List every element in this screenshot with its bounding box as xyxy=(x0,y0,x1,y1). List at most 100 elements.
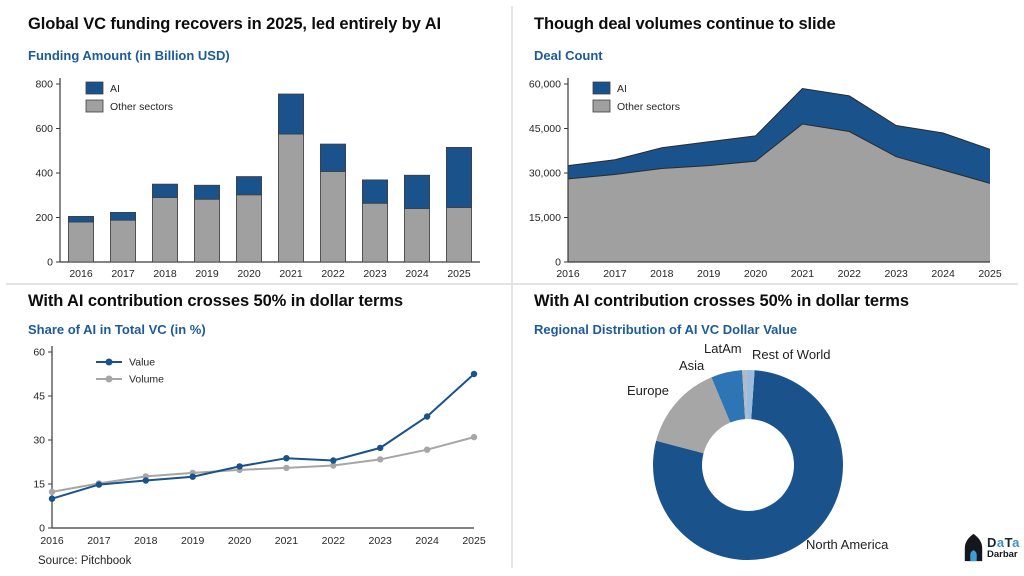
bar-ai-2018 xyxy=(152,183,179,198)
legend-label: AI xyxy=(110,83,120,95)
marker-Value-2025 xyxy=(470,370,478,378)
axis-tick-label: 2023 xyxy=(369,535,393,547)
axis-tick-label: 2023 xyxy=(885,268,909,280)
pie-label-rest-of-world: Rest of World xyxy=(752,347,831,362)
bar-other-2021 xyxy=(277,133,304,263)
deals-panel-subtitle: Deal Count xyxy=(534,48,603,63)
axis-tick-label: 2018 xyxy=(134,535,158,547)
axis-tick-label: 800 xyxy=(35,79,53,91)
marker-Volume-2021 xyxy=(283,464,290,472)
marker-Value-2021 xyxy=(283,455,290,462)
panel-divider-vertical xyxy=(511,6,513,568)
axis-tick-label: 2019 xyxy=(195,268,219,280)
logo-letter: T xyxy=(1004,534,1013,550)
legend-label: AI xyxy=(617,83,627,95)
panel-divider-horizontal xyxy=(6,283,1018,285)
axis-tick-label: 15 xyxy=(33,479,45,491)
bar-other-2019 xyxy=(193,198,220,263)
legend-swatch-Other sectors xyxy=(592,99,611,113)
axis-tick-label: 30,000 xyxy=(529,168,561,180)
axis-tick-label: 2025 xyxy=(447,268,471,280)
pie-slice-Asia xyxy=(711,370,746,423)
bar-ai-2017 xyxy=(110,211,137,221)
bar-other-2018 xyxy=(152,197,179,263)
deal-count-area-chart: 0 15,000 30,000 45,000 60,000 2016 2017 2018 201… xyxy=(529,78,1002,280)
bar-other-2016 xyxy=(68,221,95,263)
axis-tick-label: 2018 xyxy=(153,268,177,280)
logo-letter: a xyxy=(996,534,1005,550)
legend-label: Value xyxy=(129,357,155,369)
logo-letter: a xyxy=(1012,534,1020,550)
logo-wordmark-top: DaTa xyxy=(987,536,1020,549)
axis-tick-label: 400 xyxy=(35,168,53,180)
logo-letter: D xyxy=(987,534,997,550)
axis-tick-label: 600 xyxy=(35,123,53,135)
bar-other-2023 xyxy=(361,202,388,263)
axis-tick-label: 0 xyxy=(47,257,53,269)
axis-tick-label: 2020 xyxy=(228,535,252,547)
axis-tick-label: 2016 xyxy=(69,268,93,280)
axis-tick-label: 15,000 xyxy=(529,212,561,224)
bar-ai-2019 xyxy=(193,184,220,200)
ai-share-line-chart: 0 15 30 45 60 2016 2017 2018 2019 2020 2021 2022 202… xyxy=(33,346,486,547)
legend-label: Other sectors xyxy=(110,101,173,113)
axis-tick-label: 60,000 xyxy=(529,79,561,91)
axis-tick-label: 2022 xyxy=(321,268,345,280)
share-panel-subtitle: Share of AI in Total VC (in %) xyxy=(28,322,206,337)
pie-label-north-america: North America xyxy=(806,537,889,552)
marker-Volume-2024 xyxy=(423,446,431,453)
axis-tick-label: 2025 xyxy=(462,535,486,547)
axis-tick-label: 2021 xyxy=(791,268,815,280)
legend-marker-Value xyxy=(105,358,113,366)
legend-swatch-Other sectors xyxy=(85,99,104,113)
axis-tick-label: 2018 xyxy=(650,268,674,280)
bar-other-2020 xyxy=(235,194,262,263)
marker-Value-2016 xyxy=(48,495,56,502)
regional-panel-title: With AI contribution crosses 50% in doll… xyxy=(534,292,909,310)
bar-other-2025 xyxy=(445,207,472,263)
bar-ai-2023 xyxy=(361,179,388,204)
axis-tick-label: 60 xyxy=(33,347,45,359)
axis-tick-label: 2024 xyxy=(415,535,439,547)
axis-tick-label: 2022 xyxy=(838,268,862,280)
logo-arch-icon xyxy=(964,533,983,562)
marker-Volume-2023 xyxy=(377,456,384,463)
pie-slice-LatAm xyxy=(742,370,748,420)
marker-Value-2022 xyxy=(330,457,337,464)
bar-ai-2024 xyxy=(403,174,430,209)
legend-marker-Volume xyxy=(105,375,113,383)
logo-text: DaTa Darbar xyxy=(987,536,1020,560)
data-darbar-logo: DaTa Darbar xyxy=(963,533,1020,562)
axis-tick-label: 2025 xyxy=(978,268,1002,280)
legend-swatch-AI xyxy=(592,81,611,95)
funding-panel-subtitle: Funding Amount (in Billion USD) xyxy=(28,48,230,63)
axis-tick-label: 2020 xyxy=(237,268,261,280)
regional-donut-chart xyxy=(652,370,843,560)
area-other xyxy=(568,124,990,262)
marker-Volume-2022 xyxy=(330,462,337,469)
axis-tick-label: 2017 xyxy=(111,268,135,280)
marker-Value-2024 xyxy=(423,413,431,420)
marker-Value-2018 xyxy=(142,477,149,484)
axis-tick-label: 200 xyxy=(35,212,53,224)
axis-tick-label: 2017 xyxy=(603,268,627,280)
legend-label: Volume xyxy=(129,374,164,386)
bar-ai-2020 xyxy=(235,176,262,196)
axis-tick-label: 2019 xyxy=(697,268,721,280)
axis-tick-label: 0 xyxy=(39,523,45,535)
pie-slice-Europe xyxy=(656,377,731,454)
axis-tick-label: 45 xyxy=(33,391,45,403)
marker-Volume-2025 xyxy=(470,433,478,441)
marker-Volume-2016 xyxy=(48,488,56,496)
funding-bar-chart: 0 200 400 600 800 2016 2017 2018 2019 2020 2021 202… xyxy=(35,78,480,280)
source-note: Source: Pitchbook xyxy=(38,555,132,567)
bar-other-2017 xyxy=(110,219,137,263)
legend-swatch-AI xyxy=(85,81,104,95)
axis-tick-label: 2017 xyxy=(87,535,111,547)
bar-other-2022 xyxy=(319,171,346,263)
axis-tick-label: 2020 xyxy=(744,268,768,280)
area-ai-edge xyxy=(567,87,991,167)
marker-Value-2017 xyxy=(95,481,103,488)
logo-wordmark-bottom: Darbar xyxy=(987,548,1018,560)
